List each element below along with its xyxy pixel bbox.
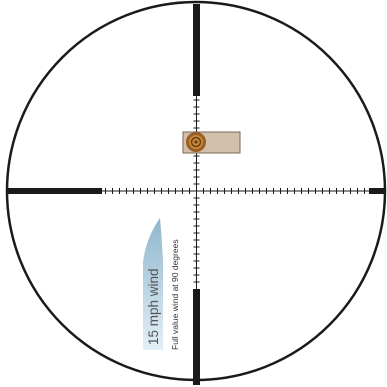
reticle-post-top <box>193 4 200 96</box>
wind-direction-arrow <box>143 218 163 350</box>
crosshair-horizontal-hash-marks <box>105 188 365 194</box>
reticle-post-bottom <box>193 289 200 385</box>
bullet-impact-icon <box>186 132 206 152</box>
reticle-post-left <box>8 188 102 194</box>
reticle-post-right <box>369 188 385 194</box>
wind-speed-label: 15 mph wind <box>146 268 161 345</box>
wind-value-note: Full value wind at 90 degrees <box>170 239 180 350</box>
